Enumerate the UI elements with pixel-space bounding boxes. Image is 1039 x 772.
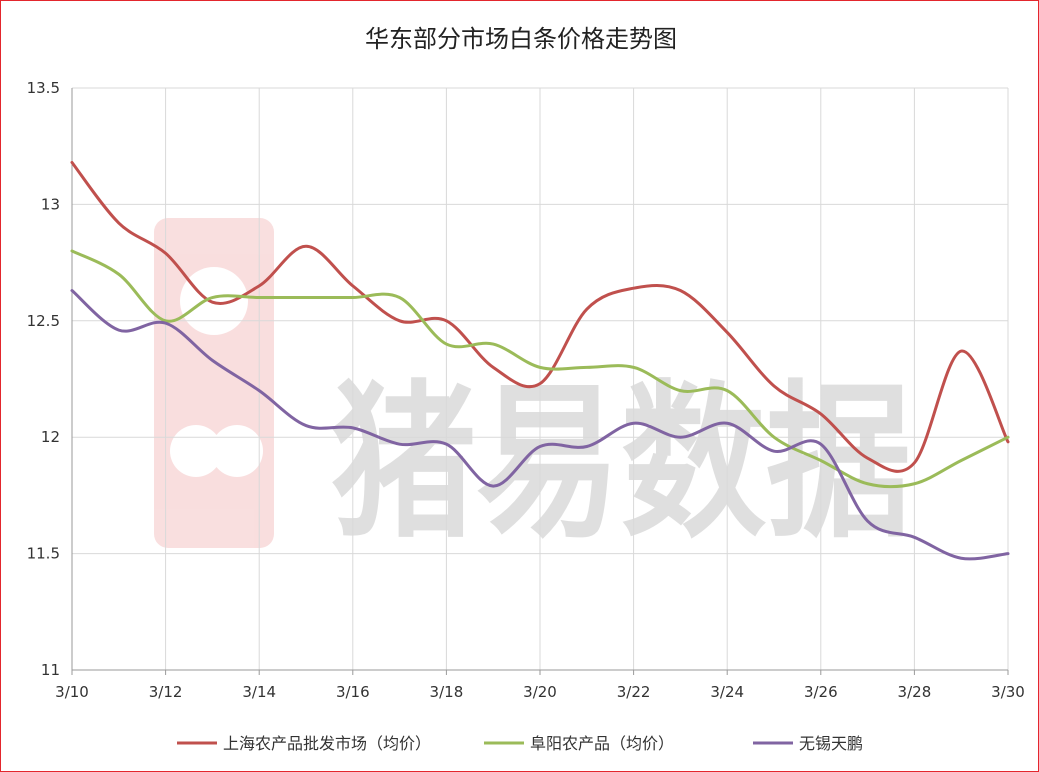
y-tick-label: 11: [41, 661, 60, 679]
watermark-text: 猪易数据: [331, 365, 911, 561]
legend: 上海农产品批发市场（均价） 阜阳农产品（均价） 无锡天鹏: [177, 734, 863, 753]
watermark-logo-ring: [211, 425, 263, 477]
legend-label: 阜阳农产品（均价）: [530, 734, 674, 753]
series-line-2: [70, 249, 1010, 489]
y-tick-label: 13: [41, 195, 60, 213]
y-tick-label: 12: [41, 428, 60, 446]
watermark: 猪易数据: [154, 218, 911, 561]
watermark-logo-ring: [180, 267, 248, 335]
y-tick-label: 12.5: [27, 312, 60, 330]
x-tick-label: 3/16: [336, 683, 370, 701]
y-tick-label: 13.5: [27, 79, 60, 97]
x-tick-label: 3/26: [804, 683, 838, 701]
legend-label: 上海农产品批发市场（均价）: [223, 734, 431, 753]
x-tick-label: 3/10: [55, 683, 89, 701]
x-tick-label: 3/14: [242, 683, 276, 701]
x-tick-label: 3/20: [523, 683, 557, 701]
x-tick-label: 3/28: [898, 683, 932, 701]
watermark-logo-ring: [170, 425, 222, 477]
legend-label: 无锡天鹏: [799, 734, 863, 753]
x-tick-label: 3/30: [991, 683, 1025, 701]
series-line-1: [70, 160, 1010, 473]
x-tick-label: 3/18: [430, 683, 464, 701]
x-tick-label: 3/22: [617, 683, 651, 701]
y-tick-label: 11.5: [27, 545, 60, 563]
chart-title: 华东部分市场白条价格走势图: [365, 25, 677, 53]
x-tick-label: 3/24: [710, 683, 744, 701]
axes: 11 11.5 12 12.5 13 13.5 3/10 3/12 3/14 3/16 3/18 3/…: [27, 79, 1025, 701]
x-tick-label: 3/12: [149, 683, 183, 701]
series-layer: [70, 160, 1010, 561]
watermark-logo: [154, 218, 274, 548]
series-line-3: [70, 289, 1010, 561]
